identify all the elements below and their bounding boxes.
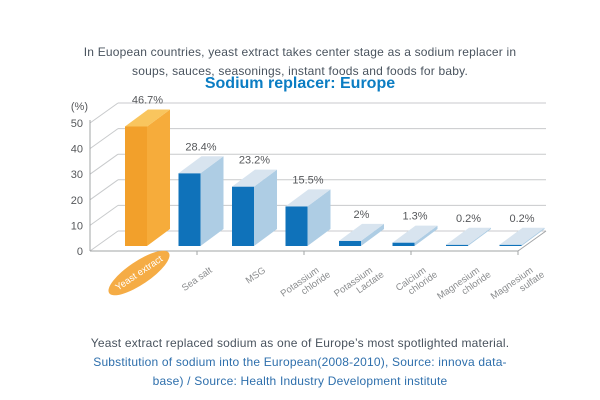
bar-side-face — [414, 225, 438, 246]
bar-value-label: 15.5% — [292, 174, 323, 186]
bar-side-face — [147, 109, 170, 246]
bar-front-face — [125, 126, 147, 246]
grid-depth-line — [89, 230, 119, 252]
bar-value-label: 46.7% — [132, 94, 163, 106]
bar-front-face — [232, 186, 254, 246]
intro-line-1: In Euopean countries, yeast extract take… — [83, 45, 517, 59]
bar-value-label: 23.2% — [239, 155, 270, 167]
bar-top-face — [178, 156, 224, 174]
bar-top-face — [499, 227, 545, 245]
category-label: Calciumchloride — [394, 261, 440, 302]
bar-top-face — [232, 169, 277, 187]
y-tick-label: 0 — [77, 246, 83, 258]
y-tick-label: 30 — [71, 169, 83, 181]
grid-depth-line — [89, 153, 119, 175]
bar-front-face — [392, 242, 415, 246]
bar-side-face — [361, 223, 384, 246]
bar-value-label: 1.3% — [402, 211, 427, 223]
y-axis-unit-label: (%) — [71, 101, 88, 113]
bar-top-face — [392, 225, 438, 243]
category-label: Sea salt — [180, 265, 215, 294]
footer-source-line-2: base) / Source: Health Industry Developm… — [152, 374, 448, 388]
bar-front-face — [339, 240, 361, 246]
bar-side-face — [254, 169, 277, 246]
grid-depth-line — [89, 128, 119, 150]
category-label: Potassiumchloride — [279, 261, 333, 308]
y-tick-label: 10 — [71, 220, 83, 232]
bar-side-face — [521, 227, 545, 246]
category-label: Magnesiumchloride — [435, 261, 493, 310]
grid-depth-line — [89, 102, 119, 124]
y-tick-label: 20 — [71, 195, 83, 207]
bar-value-label: 0.2% — [509, 213, 534, 225]
bar-top-face — [125, 109, 170, 127]
bar-value-label: 28.4% — [185, 141, 216, 153]
bar-side-face — [468, 227, 491, 246]
footer-summary: Yeast extract replaced sodium as one of … — [90, 336, 510, 350]
bar-front-face — [499, 244, 522, 246]
bar-value-label: 0.2% — [456, 213, 481, 225]
bar-front-face — [178, 173, 201, 246]
category-label: MSG — [244, 265, 268, 286]
bar-side-face — [200, 156, 224, 246]
bar-front-face — [446, 244, 468, 246]
footer-source: Substitution of sodium into the European… — [0, 353, 600, 391]
intro-text: In Euopean countries, yeast extract take… — [0, 43, 600, 81]
bar-top-face — [339, 223, 384, 241]
y-tick-label: 40 — [71, 144, 83, 156]
footer-source-line-1: Substitution of sodium into the European… — [93, 355, 507, 369]
category-label: Magnesiumsulfate — [489, 261, 547, 310]
bar-side-face — [307, 189, 331, 246]
bar-top-face — [285, 189, 331, 207]
intro-line-2: soups, sauces, seasonings, instant foods… — [132, 64, 468, 78]
bar-top-face — [446, 227, 491, 245]
grid-depth-line — [89, 204, 119, 226]
y-tick-label: 50 — [71, 118, 83, 130]
chart-title: Sodium replacer: Europe — [204, 75, 396, 92]
grid-depth-line — [89, 179, 119, 201]
highlight-ellipse — [108, 250, 170, 296]
bar-value-label: 2% — [354, 209, 370, 221]
floor-right-edge-line — [517, 230, 547, 252]
bar-front-face — [285, 206, 308, 246]
category-label: PotassiumLactate — [332, 261, 386, 308]
